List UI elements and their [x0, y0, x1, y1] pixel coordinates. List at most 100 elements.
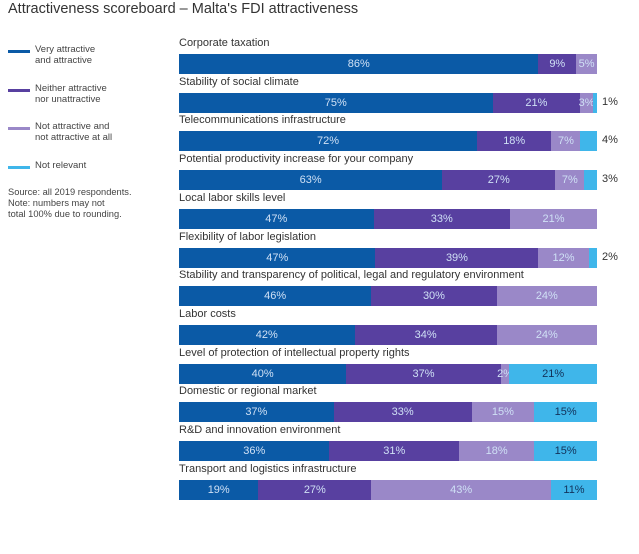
bar-segment-very-attractive: 72% — [179, 131, 477, 152]
data-label: 75% — [324, 96, 347, 109]
chart-title: Attractiveness scoreboard – Malta's FDI … — [8, 1, 359, 17]
legend-item-neither: Neither attractive nor unattractive — [8, 83, 168, 122]
data-label: 34% — [414, 328, 437, 341]
data-label: 15% — [491, 406, 514, 419]
bar-segment-very-attractive: 63% — [179, 170, 443, 191]
bar-segment-neither: 27% — [442, 170, 556, 191]
data-label: 33% — [391, 406, 414, 419]
data-label: 21% — [542, 212, 565, 225]
bar-segment-neither: 33% — [333, 402, 472, 423]
data-label: 46% — [264, 290, 287, 303]
data-label: 30% — [422, 290, 445, 303]
bar-segment-very-attractive: 47% — [179, 208, 374, 229]
bar-segment-not-relevant: 21% — [509, 363, 597, 384]
bar-segment-very-attractive: 37% — [179, 402, 334, 423]
legend-item-very-attractive: Very attractive and attractive — [8, 44, 168, 83]
data-label: 27% — [303, 483, 326, 496]
bar-segment-not-attractive: 3% — [578, 92, 595, 113]
bar-segment-not-attractive: 18% — [459, 441, 535, 461]
outside-data-label: 1% — [602, 95, 618, 108]
bar-segment-very-attractive: 46% — [179, 286, 372, 307]
bar-segment-neither: 31% — [329, 441, 460, 461]
bar-segment-not-attractive: 24% — [496, 286, 597, 307]
data-label: 31% — [383, 445, 406, 457]
bar-segment-not-attractive: 43% — [371, 479, 551, 500]
legend-label: Not attractive and not attractive at all — [35, 121, 113, 143]
category-label: Labor costs — [179, 307, 236, 320]
data-label: 40% — [251, 367, 274, 380]
legend-item-not-attractive: Not attractive and not attractive at all — [8, 121, 168, 160]
bar-segment-not-attractive: 5% — [576, 54, 597, 74]
data-label: 18% — [503, 135, 526, 148]
data-label: 24% — [535, 290, 558, 303]
category-label: Corporate taxation — [179, 37, 270, 49]
bar-segment-very-attractive: 86% — [179, 54, 539, 74]
legend-label: Very attractive and attractive — [35, 44, 96, 66]
category-label: Flexibility of labor legislation — [179, 230, 316, 243]
bar-segment-not-attractive: 24% — [496, 324, 597, 345]
bar-segment-neither: 30% — [371, 286, 497, 307]
bar-segment-neither: 33% — [373, 208, 511, 229]
data-label: 7% — [558, 135, 574, 148]
category-label: Potential productivity increase for your… — [179, 153, 414, 166]
legend-label: Neither attractive nor unattractive — [35, 82, 107, 105]
bar-segment-not-relevant — [580, 131, 597, 152]
category-label: Telecommunications infrastructure — [179, 114, 346, 127]
bar-segment-very-attractive: 36% — [179, 441, 330, 461]
bar-segment-not-attractive: 7% — [555, 170, 585, 191]
category-label: Level of protection of intellectual prop… — [179, 346, 410, 359]
legend-swatch — [8, 127, 30, 130]
category-label: Stability and transparency of political,… — [179, 269, 524, 282]
data-label: 63% — [299, 174, 322, 187]
data-label: 36% — [243, 445, 266, 457]
bar-segment-very-attractive: 19% — [179, 479, 259, 500]
bar-segment-very-attractive: 75% — [179, 92, 493, 113]
bar-segment-not-relevant: 15% — [534, 441, 597, 461]
outside-data-label: 4% — [602, 134, 618, 147]
category-label: Transport and logistics infrastructure — [179, 462, 357, 475]
category-label: Stability of social climate — [179, 75, 299, 88]
bar-segment-not-attractive: 7% — [551, 131, 581, 152]
bar-segment-not-attractive: 21% — [510, 208, 597, 229]
legend-swatch — [8, 88, 30, 92]
legend-label: Not relevant — [35, 159, 87, 171]
bar-segment-not-attractive: 15% — [471, 402, 535, 423]
data-label: 18% — [485, 445, 508, 457]
bar-segment-not-attractive: 12% — [538, 247, 589, 268]
data-label: 39% — [445, 251, 468, 264]
data-label: 24% — [535, 328, 558, 341]
bar-segment-neither: 21% — [492, 92, 581, 113]
legend-item-not-relevant: Not relevant — [8, 160, 168, 199]
category-label: Domestic or regional market — [179, 385, 317, 398]
data-label: 5% — [578, 58, 595, 70]
data-label: 11% — [563, 483, 585, 496]
data-label: 37% — [245, 406, 268, 419]
data-label: 15% — [554, 406, 577, 419]
bar-segment-very-attractive: 40% — [179, 363, 347, 384]
source-note: Source: all 2019 respondents. Note: numb… — [8, 187, 132, 219]
bar-segment-not-attractive: 2% — [497, 363, 513, 384]
bar-segment-not-relevant — [592, 92, 597, 113]
bar-segment-not-relevant — [584, 170, 597, 191]
bar-segment-neither: 34% — [354, 324, 497, 345]
bar-segment-very-attractive: 47% — [179, 247, 376, 268]
data-label: 3% — [578, 96, 595, 109]
category-label: Local labor skills level — [179, 191, 286, 204]
data-label: 33% — [430, 212, 453, 225]
bar-segment-very-attractive: 42% — [179, 324, 355, 345]
data-label: 9% — [549, 58, 566, 70]
data-label: 7% — [561, 174, 578, 187]
data-label: 19% — [207, 483, 230, 496]
bar-segment-not-relevant — [588, 247, 597, 268]
bar-segment-neither: 9% — [538, 54, 577, 74]
data-label: 43% — [450, 483, 473, 496]
data-label: 42% — [255, 328, 278, 341]
data-label: 21% — [525, 96, 548, 109]
legend-swatch — [8, 50, 30, 53]
bar-segment-not-relevant: 15% — [534, 402, 597, 423]
outside-data-label: 2% — [602, 250, 618, 263]
data-label: 86% — [347, 58, 370, 70]
data-label: 21% — [542, 367, 565, 380]
data-label: 27% — [487, 174, 510, 187]
legend: Very attractive and attractive Neither a… — [8, 44, 168, 198]
